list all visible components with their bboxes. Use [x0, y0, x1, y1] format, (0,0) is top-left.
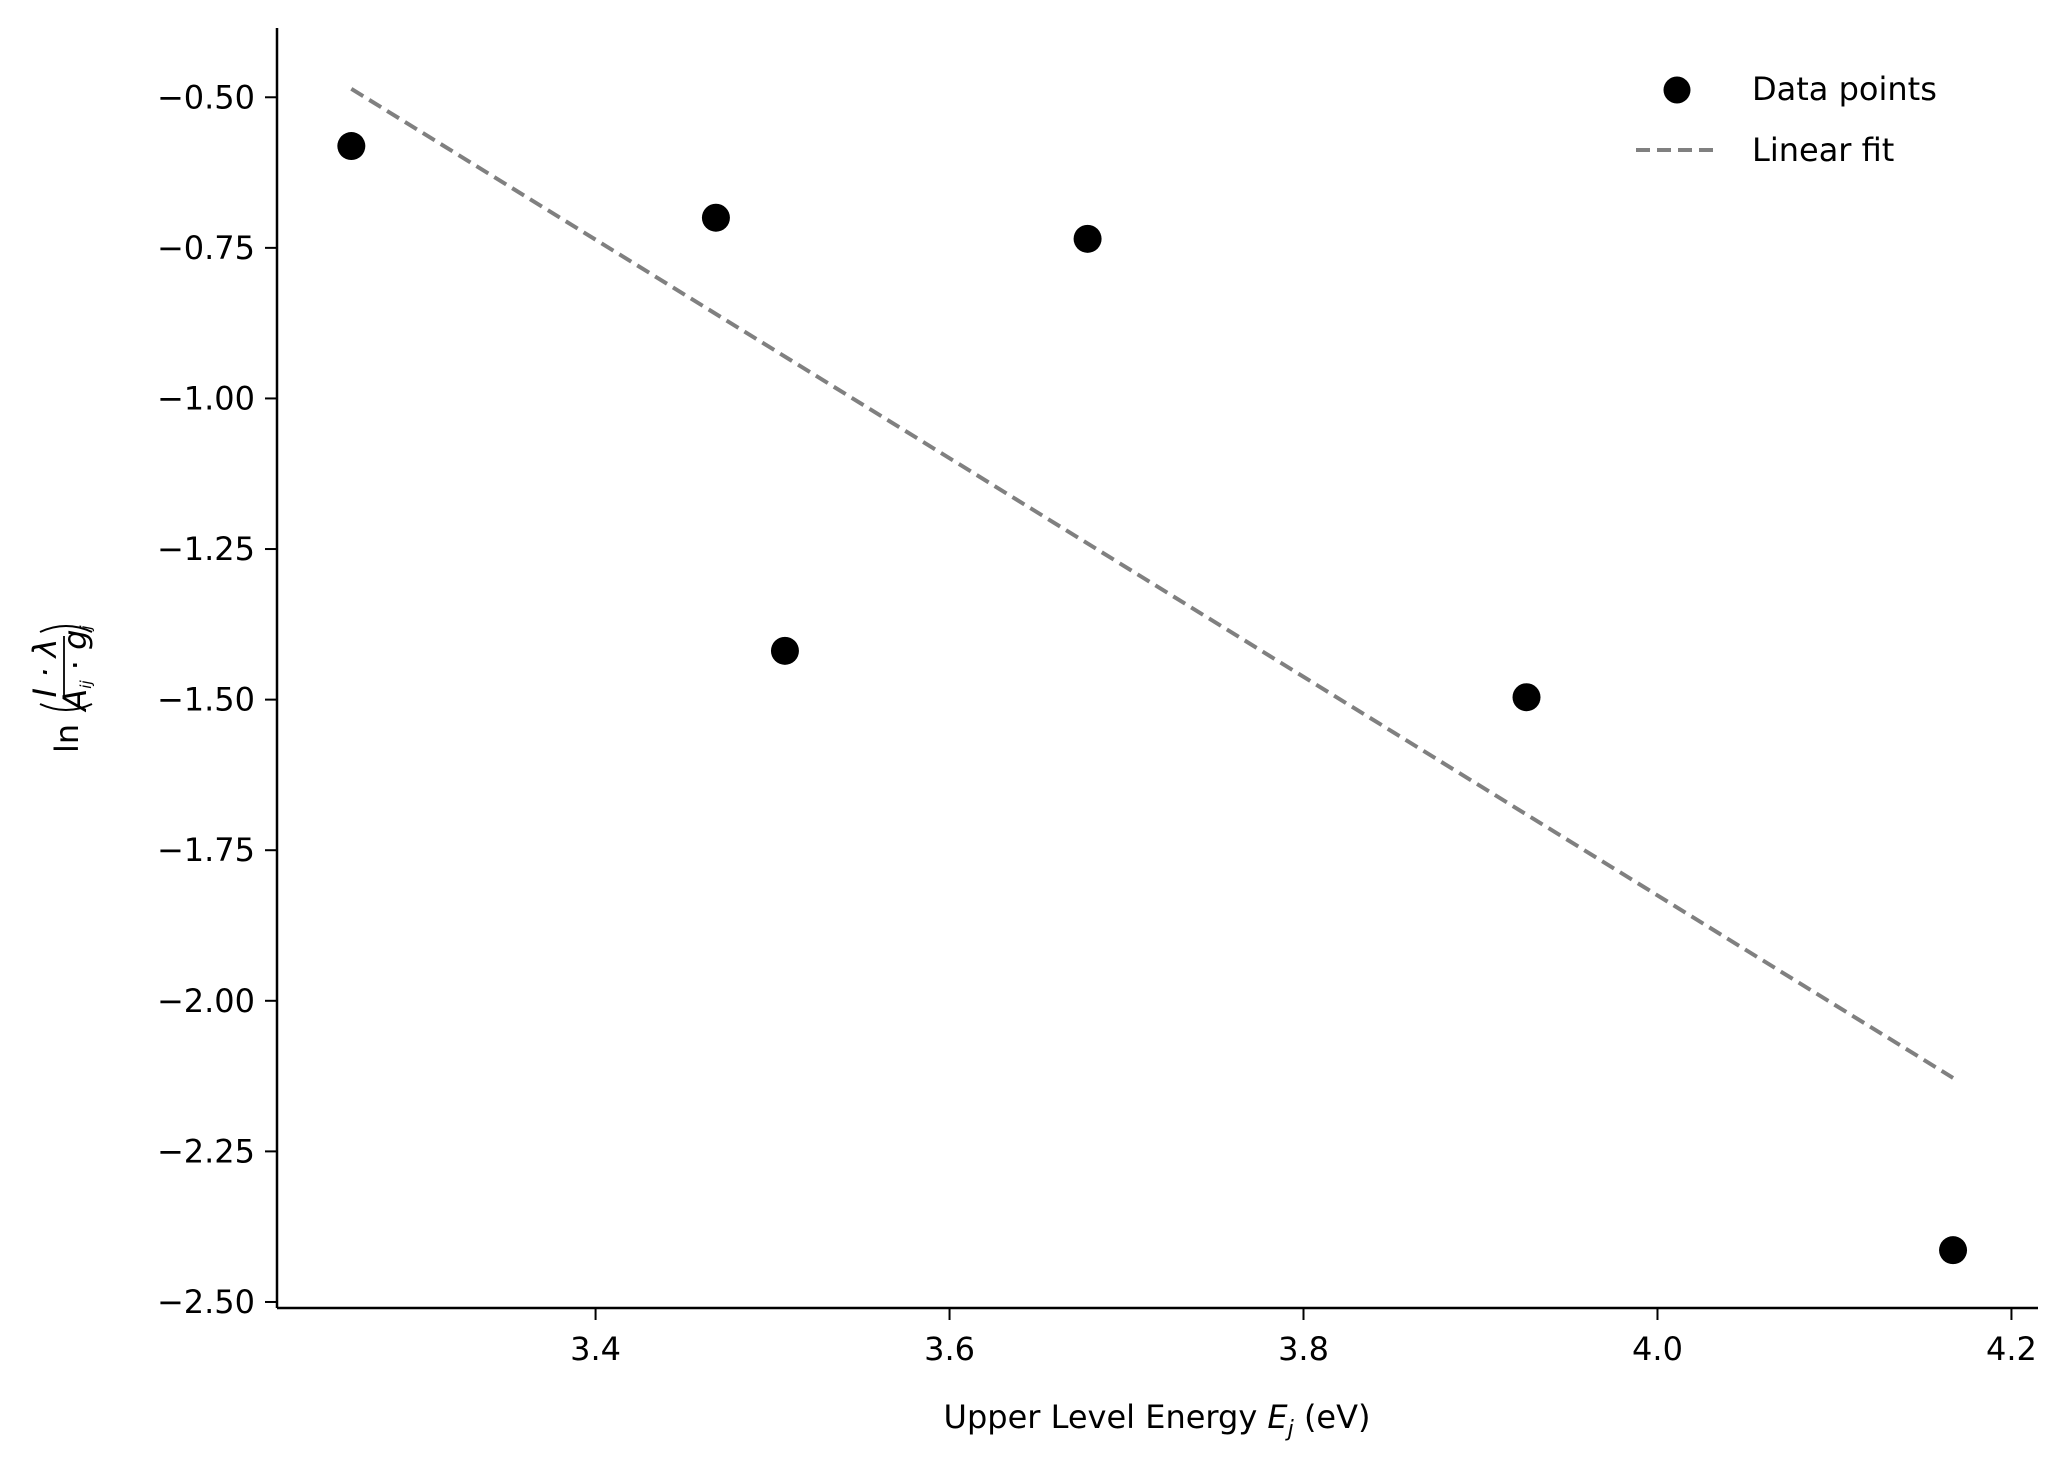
- x-axis-title-var: E: [1267, 1398, 1288, 1436]
- y-axis-title-den-a: A: [56, 689, 94, 713]
- y-axis-title-fn: ln: [48, 724, 86, 753]
- y-tick-label: −0.75: [157, 229, 255, 267]
- y-tick-label: −2.00: [157, 982, 255, 1020]
- x-tick-label: 4.0: [1632, 1330, 1683, 1368]
- data-point: [1939, 1236, 1968, 1265]
- y-axis-title-den-dot: ·: [56, 650, 94, 681]
- x-axis-title-suffix: (eV): [1294, 1398, 1371, 1436]
- legend: Data points Linear fit: [1636, 70, 1937, 169]
- x-tick-label: 3.4: [570, 1330, 621, 1368]
- y-tick-label: −1.25: [157, 530, 255, 568]
- plot-area: [337, 87, 1968, 1265]
- y-tick-label: −1.50: [157, 681, 255, 719]
- axes: [275, 28, 2038, 1310]
- y-tick-label: −2.50: [157, 1283, 255, 1321]
- data-point: [337, 132, 366, 161]
- y-axis-title-den-a-sub: ij: [77, 680, 95, 689]
- y-axis-title-numerator: I · λ: [26, 639, 64, 698]
- y-axis-title-left-paren: [39, 703, 93, 711]
- y-tick-label: −1.00: [157, 379, 255, 417]
- x-axis-title: Upper Level Energy Ej (eV): [944, 1398, 1371, 1442]
- y-ticks: −0.50 −0.75 −1.00 −1.25 −1.50 −1.75 −2.00 −2.25…: [157, 78, 277, 1321]
- legend-label-linear-fit: Linear fit: [1752, 131, 1894, 169]
- x-ticks: 3.4 3.6 3.8 4.0 4.2: [570, 1308, 2037, 1368]
- data-point: [770, 636, 799, 665]
- data-point: [701, 203, 730, 232]
- legend-marker-data-points: [1663, 76, 1691, 104]
- x-axis-title-prefix: Upper Level Energy: [944, 1398, 1268, 1436]
- x-tick-label: 4.2: [1986, 1330, 2037, 1368]
- x-tick-label: 3.6: [924, 1330, 975, 1368]
- y-axis-title-denominator: Aij · gj: [56, 625, 95, 713]
- y-tick-label: −2.25: [157, 1132, 255, 1170]
- x-tick-label: 3.8: [1278, 1330, 1329, 1368]
- x-axis-title-sub: j: [1285, 1417, 1295, 1442]
- data-point: [1512, 683, 1541, 712]
- y-axis-title-right-paren: [39, 625, 93, 633]
- y-axis-title-den-g-sub: j: [77, 625, 95, 632]
- y-tick-label: −1.75: [157, 831, 255, 869]
- y-axis-title-den-g: g: [56, 630, 94, 650]
- y-axis-title: ln I · λ Aij · gj: [26, 625, 95, 753]
- y-tick-label: −0.50: [157, 78, 255, 116]
- data-point: [1073, 224, 1102, 253]
- fit-line: [350, 87, 1955, 1080]
- legend-label-data-points: Data points: [1752, 70, 1937, 108]
